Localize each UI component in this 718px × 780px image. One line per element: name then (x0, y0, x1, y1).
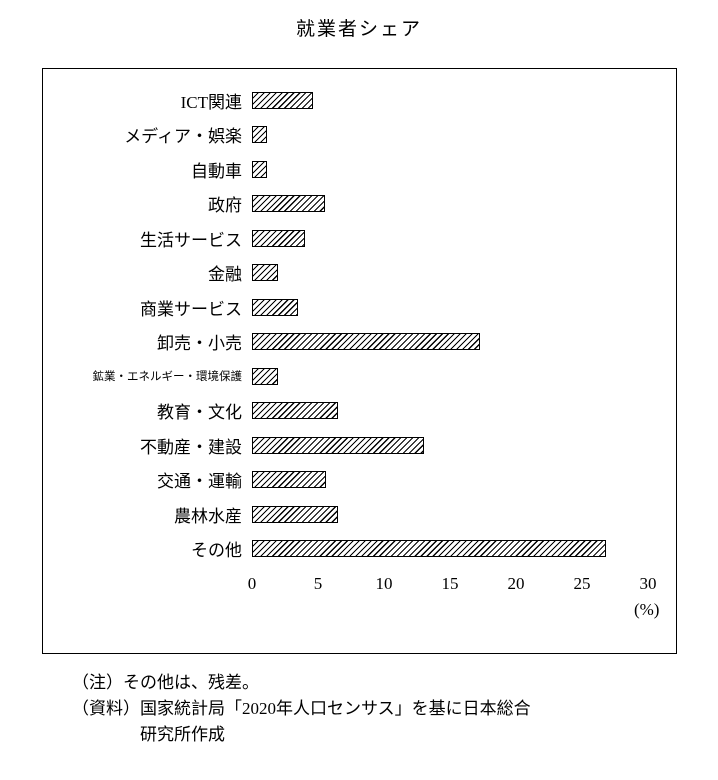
chart-row: 金融 (43, 256, 676, 291)
category-label: 交通・運輸 (157, 472, 242, 492)
chart-row: 教育・文化 (43, 394, 676, 429)
bar (252, 195, 325, 213)
chart-row: メディア・娯楽 (43, 118, 676, 153)
bar (252, 298, 299, 316)
category-label: 不動産・建設 (140, 437, 242, 457)
category-label: メディア・娯楽 (124, 127, 242, 147)
category-label: ICT関連 (180, 92, 242, 112)
bar-rows: ICT関連メディア・娯楽自動車政府生活サービス金融商業サービス卸売・小売鉱業・エ… (43, 83, 676, 566)
category-label: 金融 (208, 265, 242, 285)
x-axis-unit-label: (%) (633, 600, 660, 619)
bar (252, 402, 338, 420)
bar (252, 540, 606, 558)
category-label: 卸売・小売 (157, 334, 242, 354)
bar-area (252, 83, 648, 118)
bar-area (252, 428, 648, 463)
chart-row: 鉱業・エネルギー・環境保護 (43, 359, 676, 394)
chart-title: 就業者シェア (295, 19, 422, 40)
chart-row: ICT関連 (43, 83, 676, 118)
bar-area (252, 256, 648, 291)
bar-area (252, 118, 648, 153)
bar (252, 264, 279, 282)
bar-area (252, 497, 648, 532)
bar (252, 333, 481, 351)
chart-row: 農林水産 (43, 497, 676, 532)
category-label: その他 (191, 541, 242, 561)
bar-area (252, 152, 648, 187)
category-label: 自動車 (191, 161, 242, 181)
x-axis: 0 5 10 15 20 25 30 (248, 574, 657, 598)
bar-area (252, 290, 648, 325)
notes: （注）その他は、残差。 （資料）国家統計局「2020年人口センサス」を基に日本総… (72, 670, 718, 748)
x-tick-label: 20 (507, 574, 525, 593)
bar-area (252, 359, 648, 394)
bar (252, 126, 267, 144)
note-remainder: （注）その他は、残差。 (72, 673, 259, 692)
chart-row: 商業サービス (43, 290, 676, 325)
bar (252, 505, 338, 523)
chart-row: その他 (43, 532, 676, 567)
x-axis-unit-row: (%) (252, 598, 659, 624)
bar-area (252, 187, 648, 222)
x-tick-label: 30 (639, 574, 657, 593)
source-note-line1: （資料）国家統計局「2020年人口センサス」を基に日本総合 (72, 699, 531, 718)
chart-row: 不動産・建設 (43, 428, 676, 463)
chart-row: 自動車 (43, 152, 676, 187)
plot-frame: ICT関連メディア・娯楽自動車政府生活サービス金融商業サービス卸売・小売鉱業・エ… (42, 68, 677, 654)
bar (252, 471, 326, 489)
category-label: 商業サービス (140, 299, 242, 319)
bar-area (252, 532, 648, 567)
category-label: 農林水産 (174, 506, 242, 526)
source-note-line2: 研究所作成 (140, 725, 225, 744)
bar (252, 91, 313, 109)
x-tick-label: 0 (247, 574, 257, 593)
bar-area (252, 325, 648, 360)
x-tick-label: 10 (375, 574, 393, 593)
chart-row: 生活サービス (43, 221, 676, 256)
x-tick-label: 15 (441, 574, 459, 593)
category-label: 鉱業・エネルギー・環境保護 (92, 371, 243, 384)
chart-row: 卸売・小売 (43, 325, 676, 360)
chart-row: 交通・運輸 (43, 463, 676, 498)
x-tick-label: 25 (573, 574, 591, 593)
x-tick-label: 5 (313, 574, 323, 593)
bar-area (252, 394, 648, 429)
chart-row: 政府 (43, 187, 676, 222)
category-label: 政府 (208, 196, 242, 216)
category-label: 生活サービス (140, 230, 242, 250)
bar (252, 229, 305, 247)
bar (252, 367, 279, 385)
bar (252, 436, 424, 454)
bar-area (252, 463, 648, 498)
bar-area (252, 221, 648, 256)
bar (252, 160, 267, 178)
category-label: 教育・文化 (157, 403, 242, 423)
